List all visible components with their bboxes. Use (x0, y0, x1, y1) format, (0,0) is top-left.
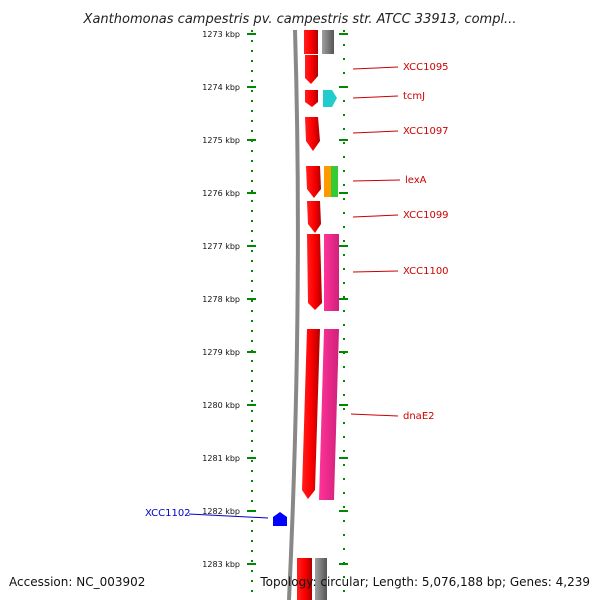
feature-track (273, 30, 339, 600)
gene-glyph-tcmj-cyan[interactable] (323, 90, 337, 107)
gene-glyph-xcc1095[interactable] (305, 55, 318, 84)
leader-line-tcmj (352, 95, 399, 99)
genome-backbone (287, 29, 300, 600)
leader-line-dnae2 (350, 413, 399, 417)
gene-glyph-dnae2[interactable] (302, 329, 320, 499)
gene-label-xcc1102[interactable]: XCC1102 (145, 508, 191, 519)
gene-glyph-xcc1100[interactable] (307, 234, 322, 310)
gene-glyph-xcc1100-magenta[interactable] (324, 234, 339, 311)
gene-glyph-lexa[interactable] (306, 166, 321, 198)
gene-glyph-lexa-orange[interactable] (324, 166, 331, 197)
leader-line-xcc1099 (352, 214, 399, 218)
leader-line-xcc1102 (188, 513, 269, 519)
axis-tick-label: 1281 kbp (202, 454, 240, 463)
topology-text: Topology: circular; Length: 5,076,188 bp… (259, 575, 590, 589)
gene-label-tcmj[interactable]: tcmJ (403, 91, 425, 102)
gene-glyph-top-gray[interactable] (322, 30, 334, 54)
gene-glyph-lexa-green[interactable] (331, 166, 338, 197)
gene-glyph-bottom-partial[interactable] (297, 558, 312, 600)
axis-tick-label: 1273 kbp (202, 30, 240, 39)
gene-label-lexa[interactable]: lexA (405, 175, 427, 186)
axis-tick-label: 1283 kbp (202, 560, 240, 569)
gene-glyph-xcc1102[interactable] (273, 512, 287, 526)
feature-labels: XCC1095 tcmJ XCC1097 lexA XCC1099 XCC110… (145, 62, 449, 519)
gene-glyph-tcmj[interactable] (305, 90, 318, 107)
axis-tick-label: 1278 kbp (202, 295, 240, 304)
gene-label-xcc1100[interactable]: XCC1100 (403, 266, 449, 277)
axis-tick-label: 1279 kbp (202, 348, 240, 357)
gene-label-dnae2[interactable]: dnaE2 (403, 411, 435, 422)
position-axis: 1273 kbp 1274 kbp 1275 kbp 1276 kbp 1277 kbp… (202, 30, 348, 600)
leader-line-xcc1100 (352, 270, 399, 273)
gene-glyph-top-partial[interactable] (304, 30, 318, 54)
gene-glyph-bottom-gray[interactable] (315, 558, 327, 600)
axis-tick-label: 1276 kbp (202, 189, 240, 198)
gene-glyph-xcc1097[interactable] (305, 117, 320, 151)
leader-line-xcc1095 (352, 66, 399, 70)
gene-label-xcc1097[interactable]: XCC1097 (403, 126, 449, 137)
axis-tick-label: 1274 kbp (202, 83, 240, 92)
axis-tick-label: 1277 kbp (202, 242, 240, 251)
accession-text: Accession: NC_003902 (9, 575, 145, 589)
gene-glyph-dnae2-magenta[interactable] (319, 329, 339, 500)
gene-label-xcc1099[interactable]: XCC1099 (403, 210, 449, 221)
leader-line-xcc1097 (352, 130, 399, 134)
axis-tick-label: 1282 kbp (202, 507, 240, 516)
leader-line-lexa (352, 179, 401, 182)
genome-title: Xanthomonas campestris pv. campestris st… (83, 12, 517, 27)
gene-label-xcc1095[interactable]: XCC1095 (403, 62, 449, 73)
axis-tick-label: 1280 kbp (202, 401, 240, 410)
axis-tick-label: 1275 kbp (202, 136, 240, 145)
gene-glyph-xcc1099[interactable] (307, 201, 321, 233)
